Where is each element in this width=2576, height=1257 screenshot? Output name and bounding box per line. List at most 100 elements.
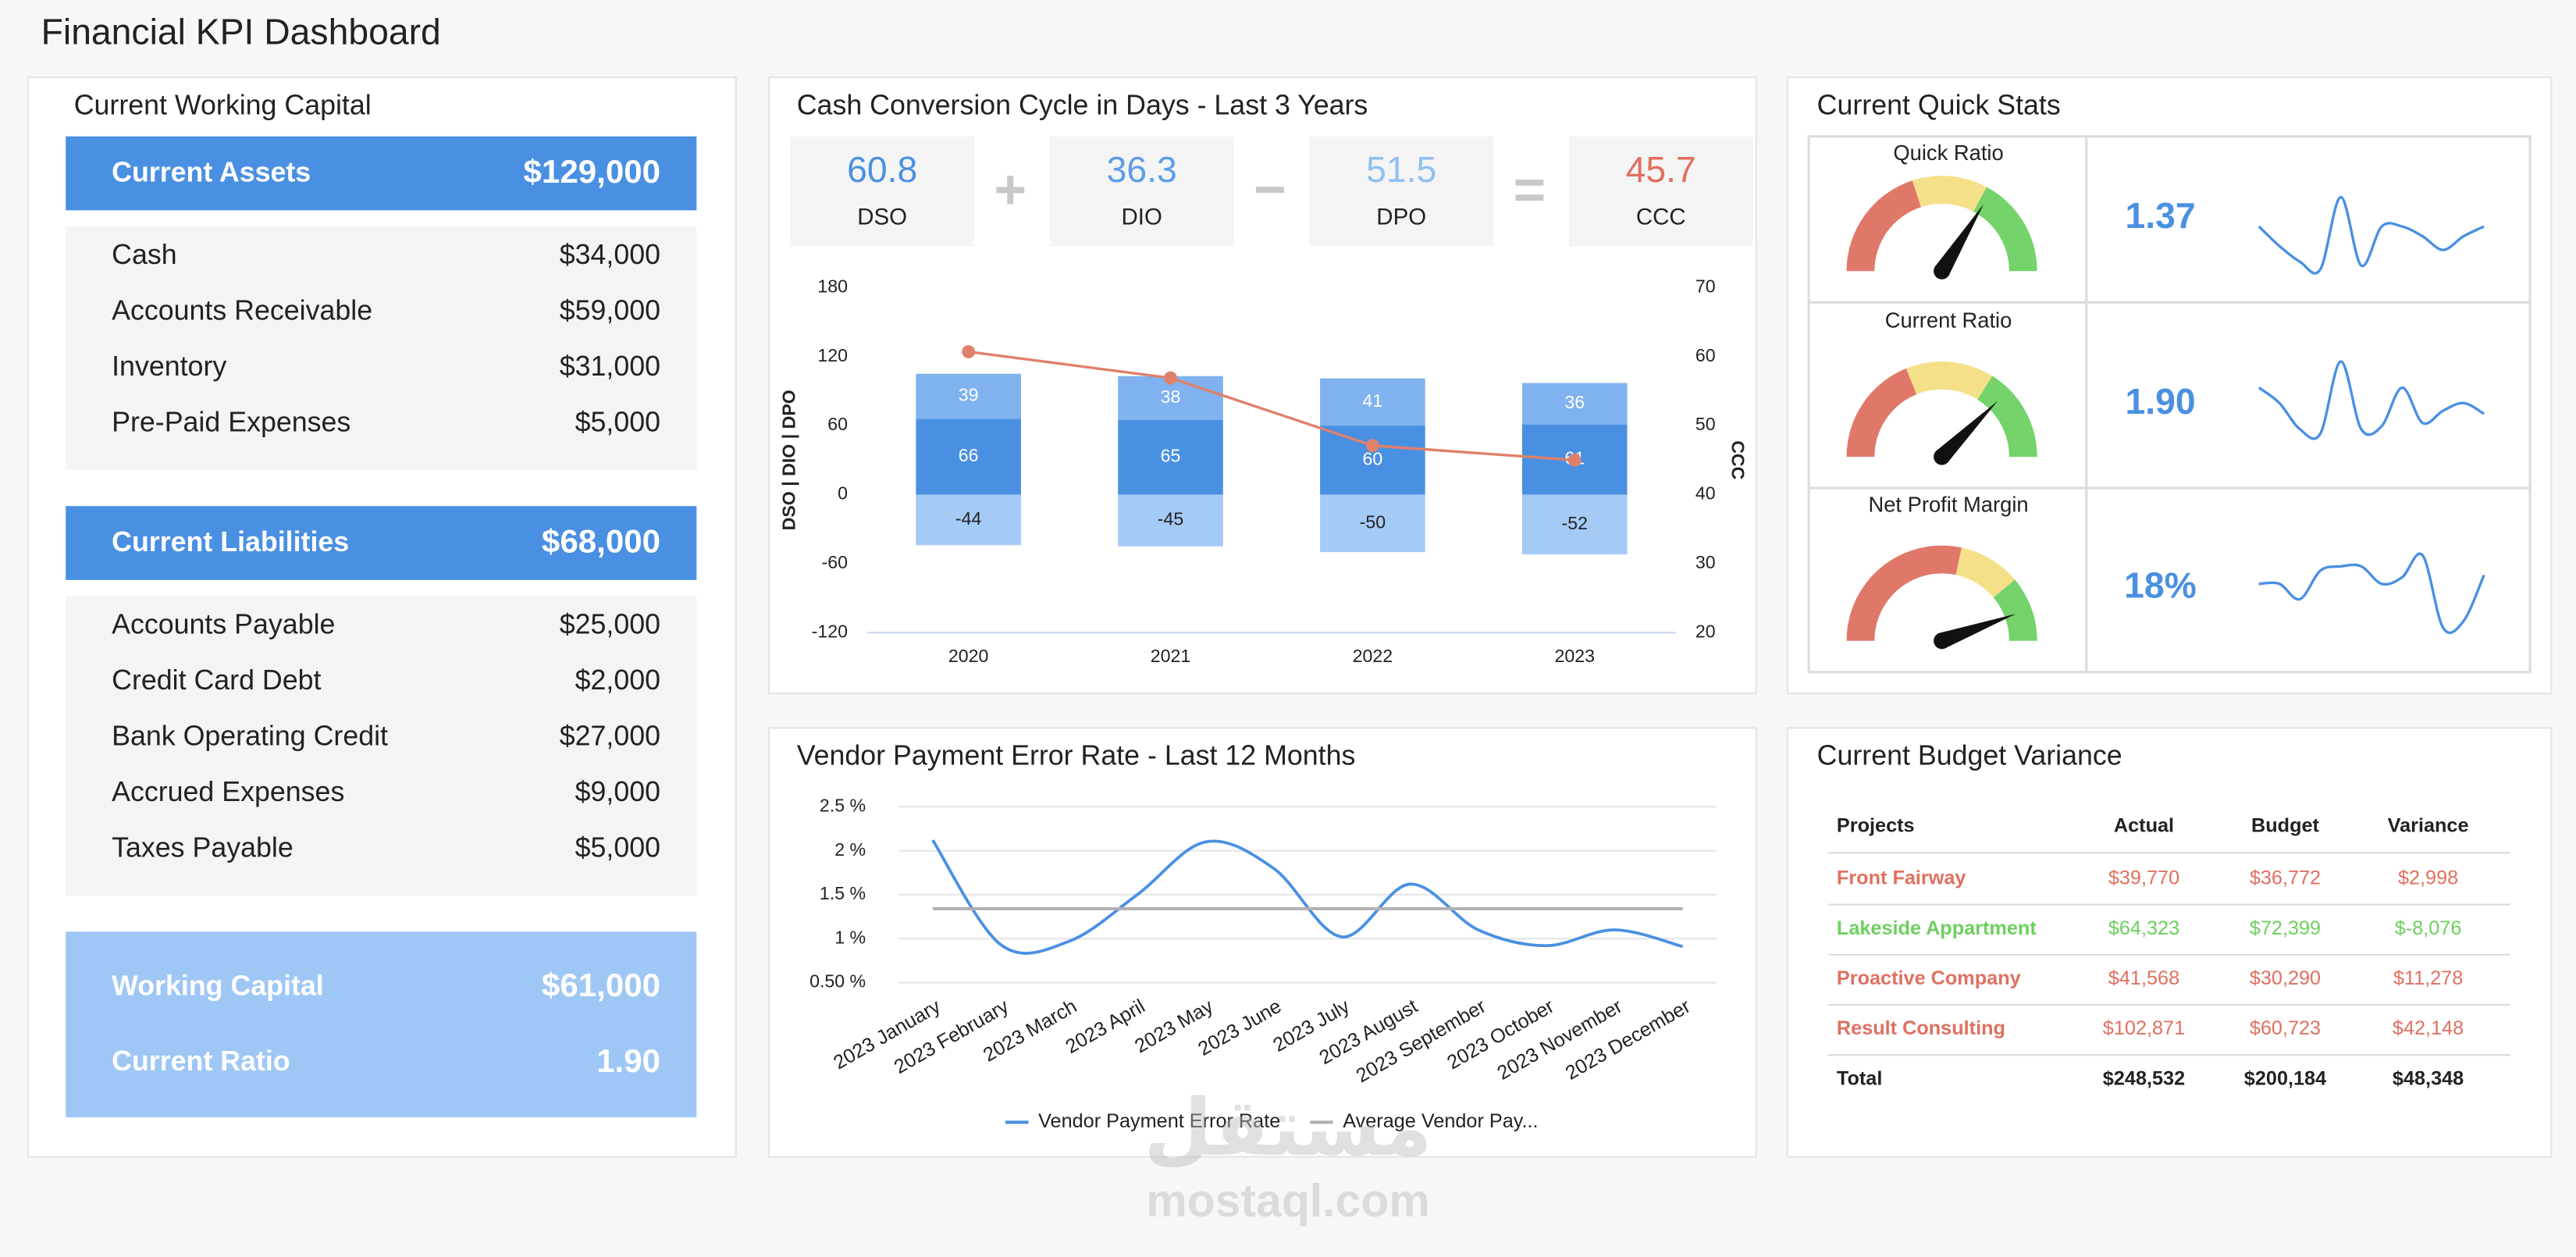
kpi-label: CCC — [1636, 205, 1686, 230]
table-cell: $60,723 — [2250, 1017, 2321, 1039]
legend-label: Vendor Payment Error Rate — [1038, 1110, 1280, 1132]
item-value: $59,000 — [560, 294, 660, 326]
y-tick-label: 60 — [827, 414, 848, 434]
gauge-hub — [1934, 632, 1951, 650]
y2-tick-label: 60 — [1695, 345, 1716, 365]
table-cell: $39,770 — [2108, 867, 2179, 889]
kpi-label: DPO — [1376, 205, 1426, 230]
y2-tick-label: 40 — [1695, 483, 1716, 504]
table-cell: $36,772 — [2250, 867, 2321, 889]
stats-grid — [1807, 135, 2532, 674]
item-value: $5,000 — [575, 832, 660, 864]
y-tick-label: 180 — [817, 276, 848, 296]
gauge-needle — [1936, 401, 1998, 463]
bar-segment — [1320, 494, 1425, 553]
summary-value: $61,000 — [542, 967, 660, 1003]
bar-label: -44 — [955, 508, 982, 529]
bar-label: -52 — [1562, 513, 1588, 533]
section-total: $129,000 — [524, 153, 661, 190]
kpi-value: 51.5 — [1366, 149, 1436, 190]
table-cell: Result Consulting — [1837, 1017, 2005, 1039]
table-cell: $41,568 — [2108, 967, 2179, 989]
panel — [1786, 727, 2553, 1158]
bar-label: -45 — [1158, 509, 1183, 529]
bar-segment — [1118, 494, 1223, 547]
bar-segment — [916, 418, 1021, 495]
item-label: Accrued Expenses — [112, 776, 344, 807]
y-axis-title: DSO | DIO | DPO — [778, 390, 799, 530]
kpi-box — [1568, 136, 1753, 247]
table-header: Actual — [2114, 814, 2174, 836]
item-value: $2,000 — [575, 664, 660, 696]
kpi-value: 60.8 — [847, 149, 917, 190]
stat-label: Net Profit Margin — [1868, 492, 2028, 516]
gauge-needle — [1939, 614, 2016, 649]
x-tick-label: 2022 — [1353, 646, 1393, 666]
legend-label: Average Vendor Pay... — [1343, 1110, 1538, 1132]
kpi-box — [1049, 136, 1234, 247]
item-value: $9,000 — [575, 776, 660, 807]
sparkline — [2258, 552, 2485, 635]
kpi-box — [1309, 136, 1494, 247]
table-cell: Front Fairway — [1837, 867, 1966, 889]
y2-tick-label: 70 — [1695, 276, 1716, 296]
item-value: $5,000 — [575, 406, 660, 437]
stat-label: Quick Ratio — [1893, 141, 2003, 165]
kpi-operator: − — [1254, 158, 1286, 221]
bar-segment — [1521, 494, 1628, 555]
bar-segment — [1521, 383, 1628, 425]
stat-value: 1.37 — [2125, 195, 2195, 236]
summary-label: Working Capital — [112, 970, 324, 1001]
line-point — [1365, 439, 1379, 453]
line — [968, 350, 1575, 461]
gauge-band — [1846, 180, 1921, 272]
line-point — [1164, 371, 1177, 385]
bar-segment — [916, 373, 1021, 419]
y2-tick-label: 50 — [1695, 414, 1716, 434]
table-cell: Total — [1837, 1067, 1882, 1089]
y-tick-label: 0 — [838, 483, 848, 504]
sparkline — [2258, 360, 2485, 440]
gauge-hub — [1934, 262, 1951, 280]
item-label: Credit Card Debt — [112, 664, 321, 696]
table-cell: $200,184 — [2244, 1067, 2326, 1089]
summary-value: 1.90 — [596, 1042, 660, 1079]
table-cell: $30,290 — [2250, 967, 2321, 989]
bar-label: 36 — [1564, 392, 1585, 412]
panel-title: Current Quick Stats — [1817, 89, 2061, 120]
kpi-box — [790, 136, 975, 247]
panel-title: Current Working Capital — [74, 89, 372, 120]
summary-box — [66, 931, 697, 1118]
item-label: Pre-Paid Expenses — [112, 406, 350, 437]
line-point — [962, 345, 976, 358]
section-label: Current Assets — [112, 157, 311, 188]
y2-tick-label: 30 — [1695, 552, 1716, 572]
table-cell: Proactive Company — [1837, 967, 2021, 989]
watermark: mostaql.com — [1146, 1176, 1429, 1227]
item-value: $25,000 — [560, 608, 660, 639]
panel-title: Current Budget Variance — [1817, 740, 2122, 771]
table-cell: $102,871 — [2103, 1017, 2185, 1039]
panel — [767, 727, 1757, 1158]
bar-label: 39 — [959, 385, 979, 405]
item-label: Inventory — [112, 351, 226, 382]
y-tick-label: 0.50 % — [809, 971, 866, 992]
table-cell: $248,532 — [2103, 1067, 2185, 1089]
item-label: Bank Operating Credit — [112, 720, 388, 751]
table-cell: $-8,076 — [2395, 917, 2462, 939]
table-cell: $64,323 — [2108, 917, 2179, 939]
gauge-needle — [1934, 204, 1984, 276]
table-cell: $2,998 — [2398, 867, 2458, 889]
y-tick-label: 120 — [817, 345, 848, 365]
gauge-band — [1973, 187, 2037, 272]
y2-tick-label: 20 — [1695, 621, 1716, 641]
item-label: Cash — [112, 239, 177, 270]
kpi-value: 36.3 — [1107, 149, 1177, 190]
gauge-hub — [1934, 448, 1951, 465]
gauge-band — [1912, 176, 1987, 212]
stat-value: 1.90 — [2125, 381, 2195, 422]
y-tick-label: -120 — [812, 621, 848, 641]
section-total: $68,000 — [542, 523, 660, 560]
bar-label: 66 — [959, 445, 979, 465]
